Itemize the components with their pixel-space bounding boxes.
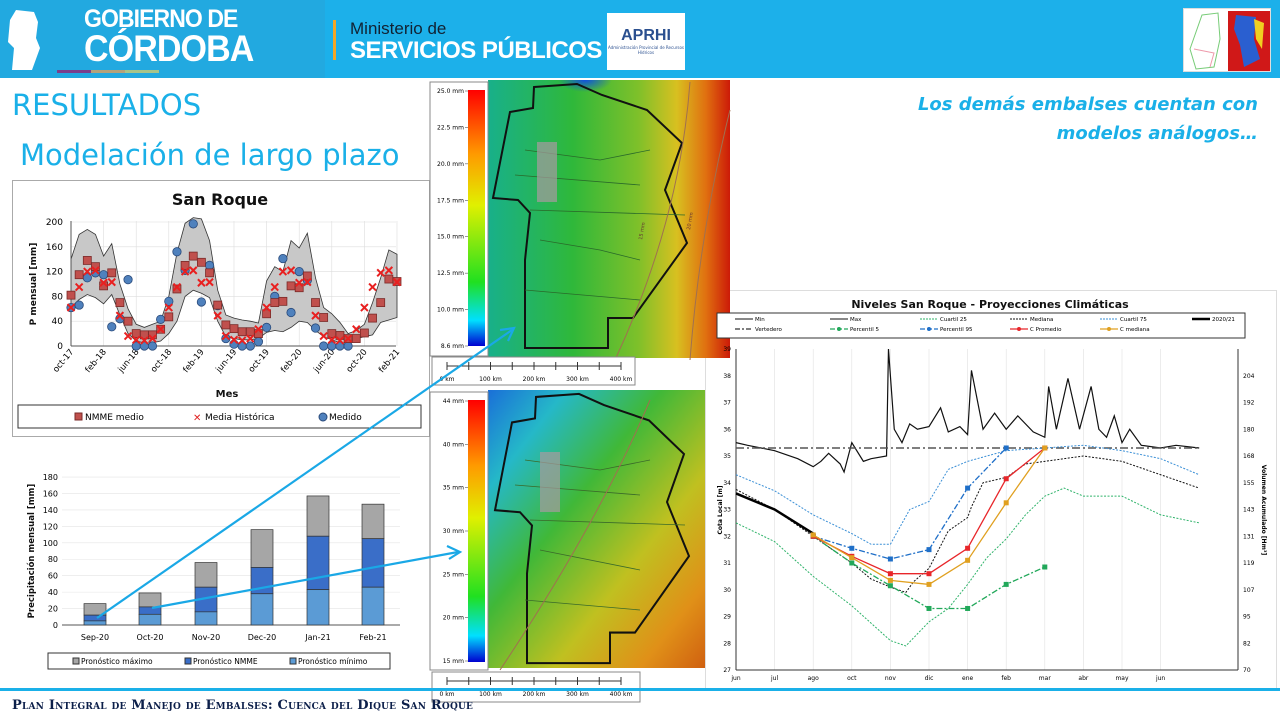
colorbar-tick-label: 22.5 mm — [437, 124, 464, 131]
scale-bar-label: 400 km — [610, 376, 633, 383]
scale-bar-label: 400 km — [610, 691, 633, 698]
footer-divider — [0, 688, 1280, 691]
map-1-raster — [488, 80, 730, 358]
scale-bar-label: 300 km — [566, 691, 589, 698]
province-outline-2 — [493, 392, 691, 665]
scale-bar-1: 0 km 100 km 200 km 300 km 400 km — [439, 362, 632, 383]
basin-overlay-1 — [537, 142, 557, 202]
colorbar-1 — [468, 90, 485, 346]
note-text: Los demás embalses cuentan con modelos a… — [917, 94, 1258, 144]
colorbar-tick-label: 15.0 mm — [437, 234, 464, 241]
ministry-line1: Ministerio de — [350, 19, 447, 38]
basin-overlay-2 — [540, 452, 560, 512]
aprhi-logo-text: APRHI — [621, 27, 671, 44]
government-name-line1: GOBIERNO DE — [84, 5, 238, 33]
colorbar-tick-label: 35 mm — [443, 485, 464, 492]
government-logo-block: GOBIERNO DE CÓRDOBA — [0, 0, 325, 78]
map-2-raster — [488, 390, 705, 668]
colorbar-tick-label: 25 mm — [443, 571, 464, 578]
colorbar-1-labels: 25.0 mm 22.5 mm 20.0 mm 17.5 mm 15.0 mm 12.5 … — [437, 88, 468, 350]
ministry-line2: SERVICIOS PÚBLICOS — [350, 37, 602, 64]
scale-bar-label: 200 km — [523, 376, 546, 383]
precip-map-2: 44 mm 40 mm 35 mm 30 mm 25 mm 20 mm 15 mm 0 km… — [429, 390, 705, 703]
san-roque-precip-chart-frame — [12, 180, 430, 437]
ministry-divider — [333, 20, 336, 60]
scale-bar-label: 100 km — [479, 376, 502, 383]
scale-bar-label: 100 km — [479, 691, 502, 698]
isoline-label: 20 mm — [686, 212, 695, 231]
section-subtitle: Modelación de largo plazo — [20, 138, 400, 172]
scale-bar-panel-1 — [431, 356, 636, 386]
aprhi-logo: APRHI Administración Provincial de Recur… — [607, 13, 685, 70]
colorbar-panel-2 — [429, 391, 489, 671]
colorbar-tick-label: 20.0 mm — [437, 161, 464, 168]
underline-purple — [57, 70, 91, 73]
scale-bar-label: 200 km — [523, 691, 546, 698]
map-1-low-zone — [540, 80, 630, 120]
levels-chart-frame — [705, 290, 1277, 690]
colorbar-tick-label: 12.5 mm — [437, 270, 464, 277]
colorbar-tick-label: 40 mm — [443, 441, 464, 448]
colorbar-2-labels: 44 mm 40 mm 35 mm 30 mm 25 mm 20 mm 15 mm — [443, 398, 468, 665]
basin-thumbnail-image — [1183, 8, 1271, 72]
government-name-line2: CÓRDOBA — [84, 28, 254, 69]
colorbar-tick-label: 44 mm — [443, 398, 464, 405]
isoline-15mm — [614, 81, 691, 361]
cordoba-province-icon — [8, 10, 40, 70]
forecast-bar-chart-frame — [22, 462, 402, 680]
colorbar-2 — [468, 400, 485, 662]
footer-title: Plan Integral de Manejo de Embalses: Cue… — [12, 698, 474, 713]
underline-tan — [91, 70, 125, 73]
colorbar-panel-1 — [429, 81, 489, 357]
department-borders-1 — [514, 149, 686, 301]
underline-green — [125, 70, 159, 73]
province-outline-1 — [491, 82, 689, 349]
department-borders-2 — [514, 459, 686, 611]
isoline-label: 15 mm — [638, 222, 647, 241]
colorbar-tick-label: 17.5 mm — [437, 197, 464, 204]
colorbar-tick-label: 10.0 mm — [437, 307, 464, 314]
section-title: RESULTADOS — [12, 88, 202, 122]
arrow-head-icon — [499, 326, 516, 342]
scale-bar-label: 300 km — [566, 376, 589, 383]
colorbar-tick-label: 15 mm — [443, 658, 464, 665]
aprhi-logo-subtitle: Administración Provincial de Recursos Hí… — [607, 45, 684, 55]
colorbar-tick-label: 30 mm — [443, 528, 464, 535]
arrow-head-icon — [446, 545, 463, 560]
colorbar-tick-label: 25.0 mm — [437, 88, 464, 95]
colorbar-tick-label: 20 mm — [443, 615, 464, 622]
colorbar-tick-label: 8.6 mm — [441, 343, 464, 350]
basin-map-thumbnail-icon — [1189, 11, 1270, 71]
precip-map-1: 15 mm 20 mm 25.0 mm 22.5 mm 20.0 mm 17.5 mm… — [429, 80, 731, 386]
isoline-map-2 — [499, 399, 651, 671]
scale-bar-label: 0 km — [439, 691, 454, 698]
scale-bar-label: 0 km — [439, 376, 454, 383]
